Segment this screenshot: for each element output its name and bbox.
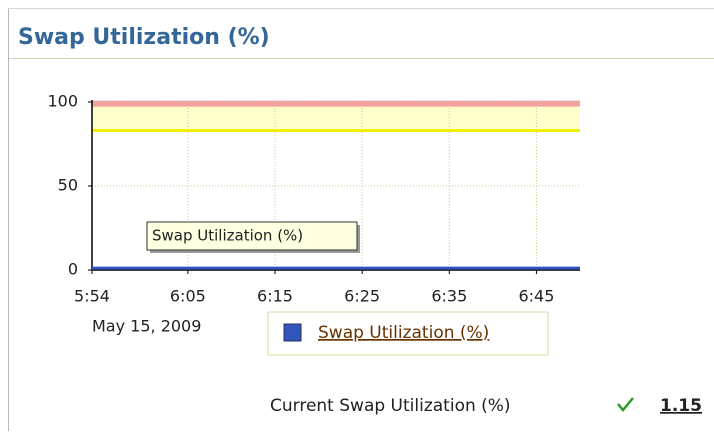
current-label: Current Swap Utilization (%) <box>270 396 511 416</box>
status-ok-icon <box>617 397 634 412</box>
current-value[interactable]: 1.15 <box>660 396 702 416</box>
legend-box <box>267 311 549 356</box>
legend-label[interactable]: Swap Utilization (%) <box>318 323 489 343</box>
y-tick-label: 50 <box>58 176 78 195</box>
y-tick-label: 0 <box>68 260 78 279</box>
legend-swatch <box>283 323 302 342</box>
tooltip <box>146 221 358 251</box>
date-label: May 15, 2009 <box>92 317 201 336</box>
x-tick-label: 6:15 <box>257 287 293 306</box>
x-tick-label: 6:25 <box>344 287 380 306</box>
x-tick-label: 5:54 <box>74 287 110 306</box>
panel-title: Swap Utilization (%) <box>18 25 270 50</box>
chart: 0 50 100 5:54 6:05 6:15 6:25 6:35 6:45 May 15, 20… <box>47 92 580 356</box>
y-tick-label: 100 <box>47 92 78 111</box>
x-tick-label: 6:35 <box>431 287 467 306</box>
tooltip-text: Swap Utilization (%) <box>152 227 303 245</box>
x-tick-label: 6:05 <box>170 287 206 306</box>
warning-band <box>92 103 580 131</box>
x-tick-label: 6:45 <box>518 287 554 306</box>
